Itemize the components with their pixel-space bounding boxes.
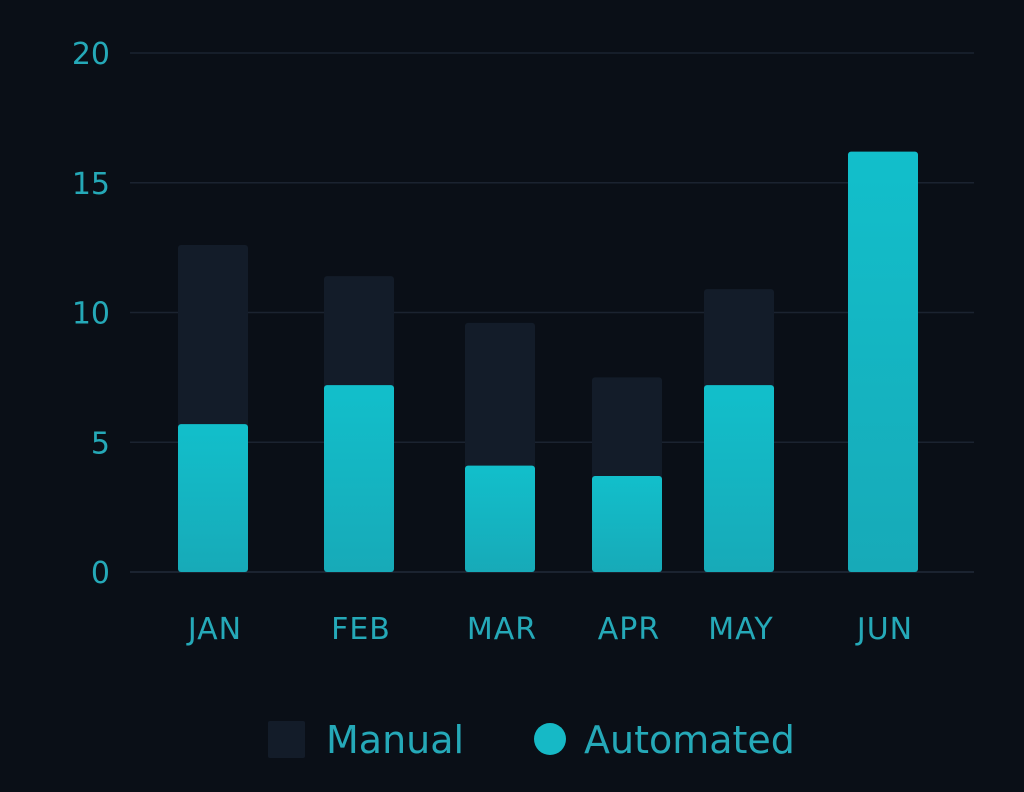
legend: Manual Automated	[268, 718, 795, 762]
x-tick-label-jan: JAN	[186, 612, 242, 647]
bar-manual-jan	[178, 245, 248, 429]
legend-marker-automated	[534, 723, 566, 755]
bar-automated-mar	[465, 465, 535, 572]
y-tick-label: 10	[72, 297, 110, 332]
bars	[178, 151, 918, 573]
x-tick-label-feb: FEB	[331, 612, 391, 647]
legend-label-manual: Manual	[326, 718, 464, 762]
legend-marker-manual	[268, 721, 305, 758]
x-tick-label-apr: APR	[598, 612, 660, 647]
x-tick-label-mar: MAR	[467, 612, 537, 647]
y-axis-ticks: 0 5 10 15 20	[72, 37, 110, 591]
bar-automated-jan	[178, 424, 248, 572]
bar-automated-jun	[848, 151, 918, 573]
bar-automated-may	[704, 385, 774, 572]
bar-manual-may	[704, 289, 774, 390]
gridlines	[130, 52, 974, 573]
x-axis-ticks: JAN FEB MAR APR MAY JUN	[186, 612, 913, 647]
bar-automated-feb	[324, 385, 394, 572]
y-tick-label: 0	[91, 556, 110, 591]
x-tick-label-jun: JUN	[855, 612, 913, 647]
bar-manual-apr	[592, 377, 662, 480]
y-tick-label: 20	[72, 37, 110, 72]
y-tick-label: 5	[91, 426, 110, 461]
bar-automated-apr	[592, 475, 662, 572]
legend-label-automated: Automated	[584, 718, 795, 762]
y-tick-label: 15	[72, 167, 110, 202]
x-tick-label-may: MAY	[708, 612, 773, 647]
bar-manual-feb	[324, 276, 394, 390]
bar-manual-mar	[465, 322, 535, 470]
